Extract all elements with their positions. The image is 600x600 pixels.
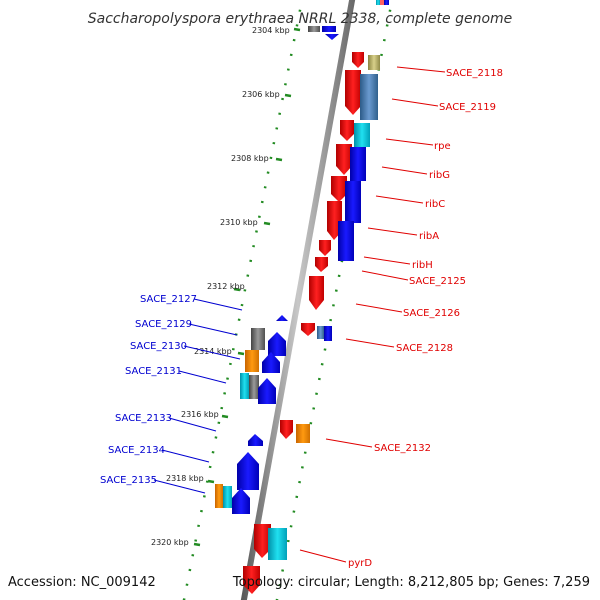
forward-label-connectors: [299, 66, 446, 563]
gene-label[interactable]: ribC: [425, 199, 445, 210]
scale-tick-labels: 2304 kbp 2306 kbp 2308 kbp 2310 kbp 2312…: [151, 26, 290, 547]
scale-tick-label: 2316 kbp: [181, 410, 219, 419]
map-title: Saccharopolyspora erythraea NRRL 2338, c…: [88, 11, 513, 27]
gene-arrow-partial-bottom[interactable]: [243, 566, 260, 594]
gene-block-SACE_2131-cyan[interactable]: [240, 373, 249, 399]
gene-block-SACE_2128-steelblue[interactable]: [317, 326, 324, 339]
gene-arrow-SACE_2118[interactable]: [352, 52, 364, 68]
gene-label[interactable]: SACE_2125: [409, 276, 466, 287]
gene-arrow-SACE_2127[interactable]: [276, 315, 288, 321]
reverse-label-connectors: [153, 298, 243, 494]
gene-label[interactable]: SACE_2132: [374, 443, 431, 454]
scale-tick-label: 2304 kbp: [252, 26, 290, 35]
gene-label[interactable]: SACE_2129: [135, 319, 192, 330]
gene-label[interactable]: SACE_2128: [396, 343, 453, 354]
gene-block-SACE_2129-gray[interactable]: [251, 328, 265, 350]
gene-label[interactable]: SACE_2133: [115, 413, 172, 424]
gene-arrow-pyrD[interactable]: [254, 524, 271, 558]
topology-text: Topology: circular; Length: 8,212,805 bp…: [232, 575, 590, 590]
gene-label[interactable]: SACE_2135: [100, 475, 157, 486]
gene-arrow-SACE_2129[interactable]: [268, 332, 286, 356]
genome-backbone: [240, 0, 356, 600]
gene-block-SACE_2128-blue[interactable]: [324, 326, 332, 341]
gene-arrow-SACE_2133[interactable]: [248, 434, 263, 446]
top-edge-genes: [308, 0, 389, 40]
accession-text: Accession: NC_009142: [8, 575, 156, 590]
gene-label[interactable]: SACE_2134: [108, 445, 165, 456]
gene-label[interactable]: SACE_2131: [125, 366, 182, 377]
gene-arrow-SACE_2119[interactable]: [345, 70, 361, 115]
forward-strand-genes: [243, 52, 380, 594]
gene-arrow-SACE_2135[interactable]: [232, 488, 250, 514]
gene-label[interactable]: SACE_2127: [140, 294, 197, 305]
gene-arrow-SACE_2130[interactable]: [262, 352, 280, 373]
forward-gene-labels: SACE_2118 SACE_2119 rpe ribG ribC ribA r…: [348, 68, 503, 569]
gene-label[interactable]: SACE_2118: [446, 68, 503, 79]
gene-label[interactable]: pyrD: [348, 558, 372, 569]
gene-arrow-SACE_2131[interactable]: [258, 378, 276, 404]
gene-arrow-ribH[interactable]: [319, 240, 331, 256]
gene-block-SACE_2119-steelblue[interactable]: [360, 74, 378, 120]
gene-block-rpe-cyan[interactable]: [354, 123, 370, 147]
scale-tick-label: 2318 kbp: [166, 474, 204, 483]
gene-label[interactable]: SACE_2130: [130, 341, 187, 352]
gene-label[interactable]: ribA: [419, 231, 439, 242]
gene-block-SACE_2131-gray[interactable]: [249, 375, 259, 399]
gene-block-SACE_2118-khaki[interactable]: [368, 55, 380, 70]
gene-arrow-SACE_2125[interactable]: [315, 257, 328, 272]
gene-arrow-ribC[interactable]: [331, 176, 347, 202]
scale-tick-label: 2314 kbp: [194, 347, 232, 356]
gene-label[interactable]: rpe: [434, 141, 451, 152]
gene-arrow-ribG[interactable]: [336, 144, 352, 175]
gene-block-SACE_2132-orange[interactable]: [296, 424, 310, 443]
gene-label[interactable]: ribH: [412, 260, 433, 271]
gene-arrow-rpe[interactable]: [340, 120, 354, 141]
scale-tick-label: 2312 kbp: [207, 282, 245, 291]
reverse-gene-labels: SACE_2127 SACE_2129 SACE_2130 SACE_2131 …: [100, 294, 197, 486]
gene-label[interactable]: SACE_2119: [439, 102, 496, 113]
gene-block-pyrD-cyan[interactable]: [268, 528, 287, 560]
gene-block-SACE_2130-orange[interactable]: [245, 350, 259, 372]
gene-block-ribC-blue[interactable]: [345, 181, 361, 223]
gene-block-ribG-blue[interactable]: [350, 147, 366, 181]
gene-arrow-SACE_2128[interactable]: [301, 323, 315, 336]
scale-tick-label: 2320 kbp: [151, 538, 189, 547]
reverse-strand-genes: [215, 315, 288, 514]
gene-arrow-SACE_2126[interactable]: [309, 276, 324, 310]
scale-tick-label: 2308 kbp: [231, 154, 269, 163]
scale-tick-label: 2306 kbp: [242, 90, 280, 99]
gene-block-ribA-blue[interactable]: [338, 221, 354, 261]
gene-label[interactable]: SACE_2126: [403, 308, 460, 319]
gene-label[interactable]: ribG: [429, 170, 450, 181]
gene-block-SACE_2135-cyan[interactable]: [223, 486, 232, 508]
gene-arrow-SACE_2132[interactable]: [280, 420, 293, 439]
scale-major-ticks: [193, 27, 301, 547]
gene-arrow-SACE_2134[interactable]: [237, 452, 259, 490]
gene-block-SACE_2135-orange[interactable]: [215, 484, 223, 508]
scale-tick-label: 2310 kbp: [220, 218, 258, 227]
